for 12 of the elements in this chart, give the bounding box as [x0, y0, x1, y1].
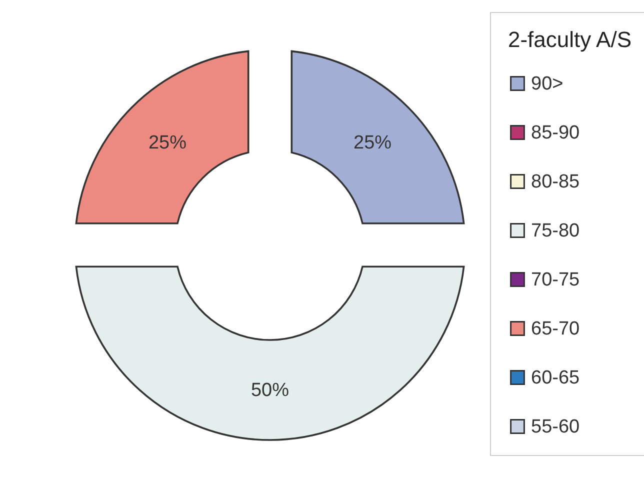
- legend-label: 70-75: [531, 270, 580, 290]
- legend-label: 90>: [531, 74, 564, 94]
- legend-label: 75-80: [531, 220, 580, 242]
- legend-title: 2-faculty A/S: [508, 27, 632, 52]
- data-label: 50%: [250, 380, 290, 401]
- legend-label: 85-90: [531, 122, 580, 144]
- legend-label: 80-85: [531, 172, 580, 192]
- data-label: 25%: [354, 132, 392, 154]
- legend-label: 55-60: [531, 416, 580, 438]
- legend-label: 60-65: [531, 368, 580, 388]
- data-label: 25%: [148, 132, 187, 154]
- legend-label: 65-70: [531, 318, 580, 340]
